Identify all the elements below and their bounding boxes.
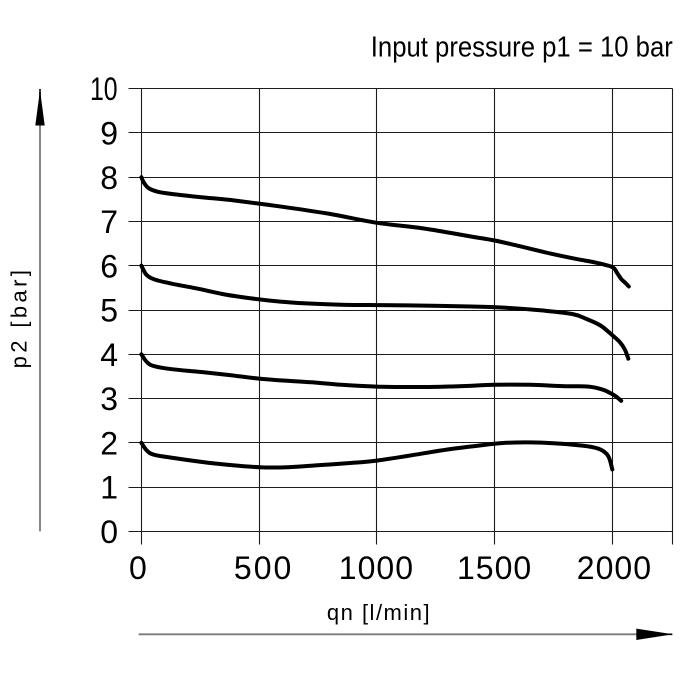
svg-text:10: 10 — [90, 71, 118, 107]
svg-text:3: 3 — [100, 381, 118, 417]
svg-text:0: 0 — [129, 550, 149, 586]
svg-text:4: 4 — [100, 337, 118, 373]
svg-text:7: 7 — [100, 204, 118, 240]
svg-text:0: 0 — [100, 514, 118, 550]
svg-text:8: 8 — [100, 160, 118, 196]
svg-text:1500: 1500 — [457, 550, 532, 586]
svg-text:500: 500 — [234, 550, 293, 586]
svg-text:5: 5 — [100, 293, 118, 329]
svg-text:1: 1 — [100, 470, 118, 506]
svg-text:Input pressure p1 = 10 bar: Input pressure p1 = 10 bar — [371, 31, 673, 63]
svg-text:2: 2 — [100, 425, 118, 461]
svg-text:2000: 2000 — [577, 550, 652, 586]
svg-text:p2 [bar]: p2 [bar] — [7, 267, 32, 369]
svg-text:9: 9 — [100, 116, 118, 152]
svg-text:1000: 1000 — [339, 550, 414, 586]
svg-text:6: 6 — [100, 248, 118, 284]
svg-text:qn [l/min]: qn [l/min] — [327, 600, 431, 625]
